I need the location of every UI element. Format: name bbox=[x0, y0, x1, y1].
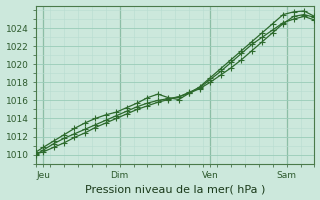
X-axis label: Pression niveau de la mer( hPa ): Pression niveau de la mer( hPa ) bbox=[85, 184, 266, 194]
